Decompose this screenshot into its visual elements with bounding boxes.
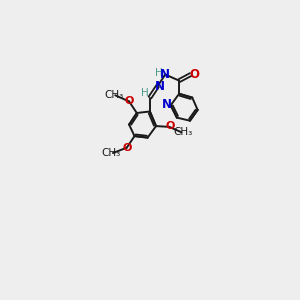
Text: N: N <box>155 80 165 93</box>
Text: O: O <box>165 121 175 131</box>
Text: CH₃: CH₃ <box>104 90 123 100</box>
Text: O: O <box>124 96 134 106</box>
Text: N: N <box>162 98 172 111</box>
Text: CH₃: CH₃ <box>173 127 193 137</box>
Text: CH₃: CH₃ <box>102 148 121 158</box>
Text: H: H <box>141 88 148 98</box>
Text: N: N <box>160 68 170 81</box>
Text: O: O <box>190 68 200 81</box>
Text: O: O <box>122 143 131 153</box>
Text: H: H <box>155 68 163 78</box>
